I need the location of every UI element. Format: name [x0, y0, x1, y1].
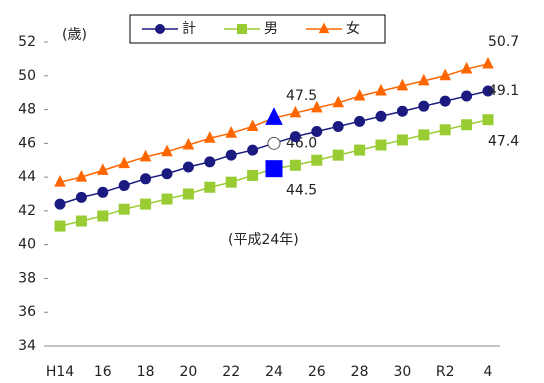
y-tick-label: 48 [18, 102, 36, 118]
x-tick-label: 30 [393, 364, 411, 380]
marker [182, 161, 194, 173]
marker [118, 156, 131, 169]
y-tick-label: 50 [18, 68, 36, 84]
marker [332, 149, 344, 161]
marker [461, 119, 473, 131]
marker [439, 124, 451, 136]
marker [246, 119, 259, 131]
marker [375, 83, 387, 96]
marker [310, 100, 323, 113]
y-tick-label: 44 [18, 169, 36, 185]
marker [354, 115, 366, 127]
marker [161, 168, 173, 180]
marker [139, 149, 152, 162]
marker [396, 105, 408, 117]
data-label: 47.5 [286, 88, 317, 104]
marker [182, 188, 194, 200]
marker [204, 156, 216, 168]
marker [332, 95, 345, 108]
marker [204, 181, 216, 193]
marker [140, 173, 152, 185]
legend-marker [237, 24, 247, 34]
y-axis-label: (歳) [62, 27, 87, 43]
legend-label: 男 [264, 21, 278, 37]
marker [353, 88, 366, 101]
marker [161, 193, 173, 205]
marker [482, 56, 494, 69]
marker [311, 126, 323, 138]
marker [118, 180, 130, 192]
marker [439, 68, 452, 81]
marker [75, 169, 88, 182]
marker [417, 73, 430, 86]
marker [375, 110, 387, 122]
x-tick-label: 18 [137, 364, 155, 380]
y-tick-label: 42 [18, 203, 36, 219]
marker [418, 129, 430, 141]
marker [225, 126, 238, 138]
marker [140, 198, 152, 210]
highlight-marker [267, 136, 281, 150]
y-tick-label: 46 [18, 135, 36, 151]
marker [289, 159, 301, 171]
marker [482, 85, 494, 97]
x-tick-label: R2 [436, 364, 455, 380]
highlight-marker [265, 107, 283, 125]
marker [332, 120, 344, 132]
marker [311, 154, 323, 166]
data-label: 47.4 [488, 134, 519, 150]
marker [182, 137, 195, 150]
y-tick-label: 38 [18, 270, 36, 286]
marker [375, 139, 387, 151]
y-tick-label: 52 [18, 34, 36, 50]
marker [203, 131, 216, 143]
x-tick-label: 16 [94, 364, 112, 380]
marker [247, 169, 259, 181]
marker [247, 144, 259, 156]
marker [289, 131, 301, 143]
marker [225, 149, 237, 161]
marker [54, 175, 66, 187]
data-label: 49.1 [488, 83, 519, 99]
x-tick-label: H14 [46, 364, 74, 380]
y-tick-label: 40 [18, 237, 36, 253]
marker [225, 176, 237, 188]
y-tick-label: 36 [18, 304, 36, 320]
marker [96, 163, 109, 175]
x-tick-label: 4 [484, 364, 493, 380]
x-tick-label: 28 [351, 364, 369, 380]
marker [97, 210, 109, 222]
marker [54, 220, 66, 232]
data-label: 50.7 [488, 34, 519, 50]
legend-marker [318, 22, 330, 34]
marker [396, 78, 409, 91]
highlight-marker [265, 160, 283, 178]
marker [75, 215, 87, 227]
x-tick-label: 20 [179, 364, 197, 380]
x-tick-label: 26 [308, 364, 326, 380]
marker [118, 203, 130, 215]
marker [75, 191, 87, 203]
marker [354, 144, 366, 156]
marker [97, 186, 109, 198]
legend-label: 計 [182, 21, 196, 37]
y-tick-label: 34 [18, 338, 36, 354]
legend-marker [155, 24, 165, 34]
marker [439, 95, 451, 107]
marker [460, 61, 473, 74]
marker [161, 144, 173, 157]
marker [418, 100, 430, 112]
x-tick-label: 24 [265, 364, 283, 380]
data-label: 44.5 [286, 183, 317, 199]
legend-label: 女 [346, 20, 360, 37]
marker [482, 114, 494, 126]
marker [396, 134, 408, 146]
annotation: (平成24年) [228, 232, 299, 248]
marker [289, 105, 302, 118]
marker [461, 90, 473, 102]
x-tick-label: 22 [222, 364, 240, 380]
marker [54, 198, 66, 210]
